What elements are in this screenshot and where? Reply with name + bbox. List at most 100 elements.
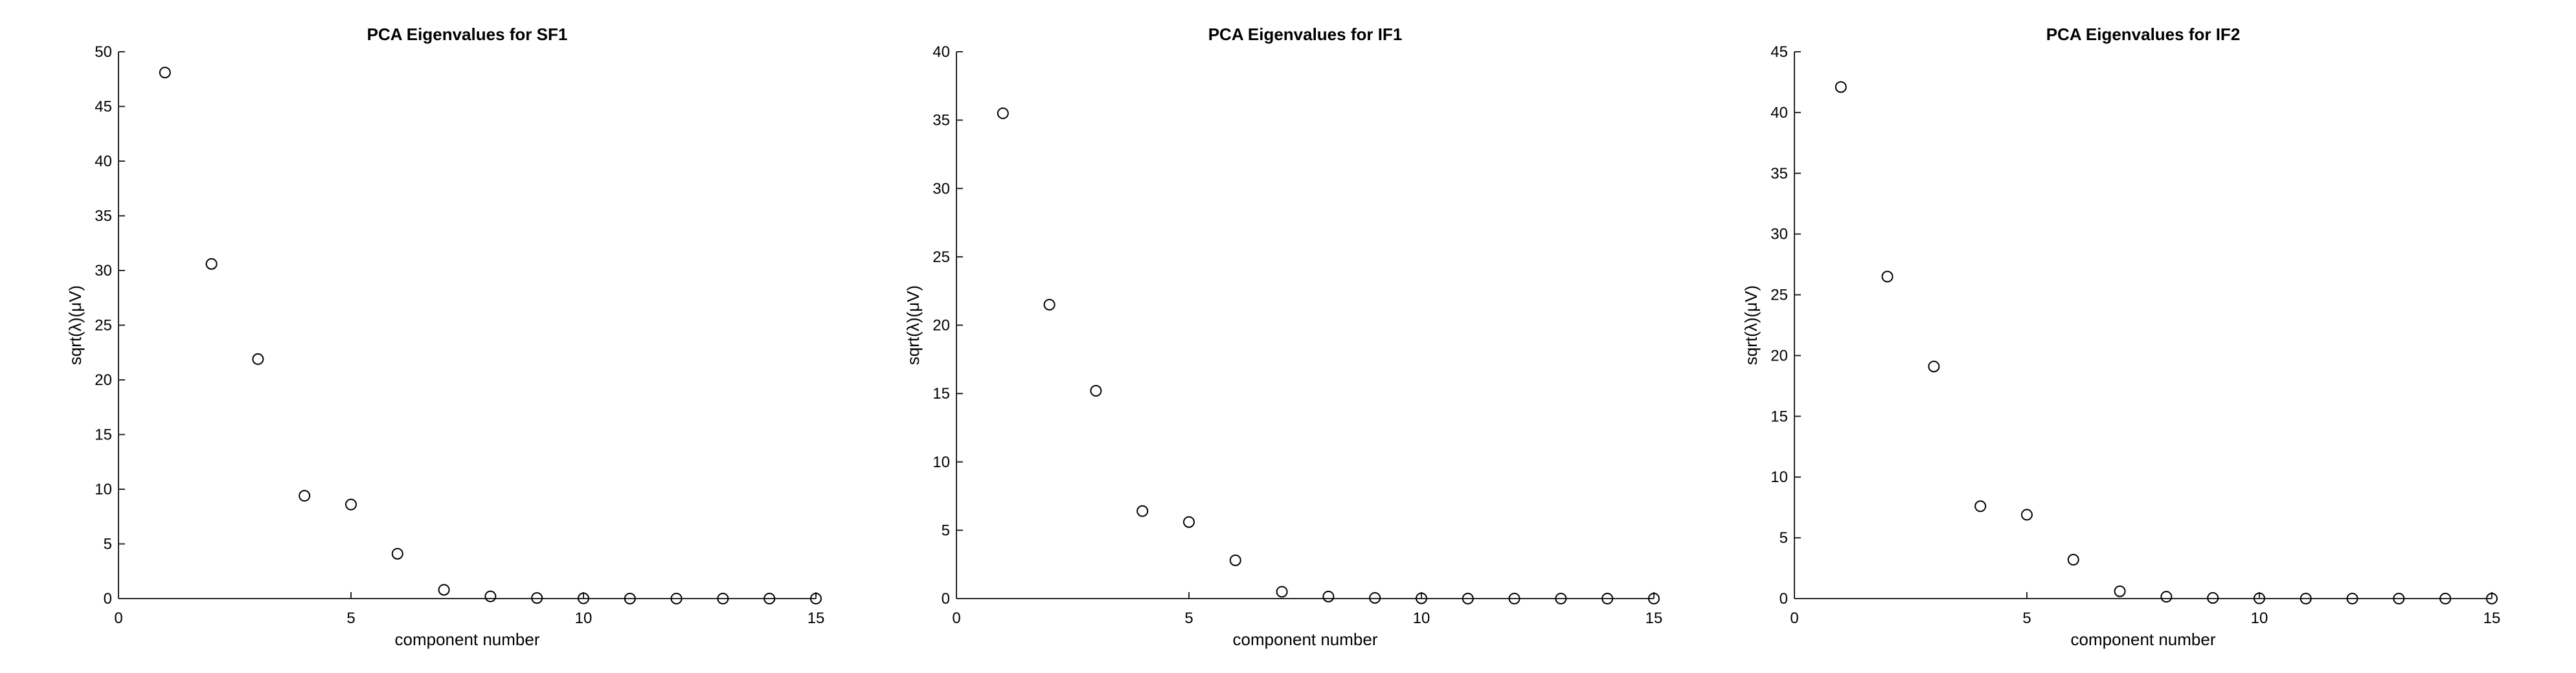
data-point xyxy=(205,258,218,270)
x-tick-label: 0 xyxy=(952,610,960,627)
data-point xyxy=(1416,592,1427,604)
y-tick-label: 15 xyxy=(932,385,950,403)
y-tick-label: 5 xyxy=(104,536,112,553)
data-point xyxy=(299,490,311,502)
x-tick-label: 10 xyxy=(575,610,593,627)
data-point xyxy=(2114,585,2126,597)
data-point xyxy=(1276,586,1288,598)
y-tick-label: 45 xyxy=(1770,43,1788,61)
y-tick-label: 5 xyxy=(1779,529,1788,547)
data-point xyxy=(1090,384,1102,397)
data-point xyxy=(1881,270,1893,283)
chart-title: PCA Eigenvalues for IF1 xyxy=(1208,25,1403,44)
y-axis-label: sqrt(λ)(μV) xyxy=(903,285,923,365)
data-point xyxy=(2067,553,2079,566)
y-tick-label: 30 xyxy=(932,180,950,197)
chart-title: PCA Eigenvalues for IF2 xyxy=(2046,25,2241,44)
y-tick-label: 20 xyxy=(95,371,112,389)
y-tick-label: 30 xyxy=(95,262,112,280)
y-tick-label: 20 xyxy=(1770,347,1788,364)
data-point xyxy=(1974,500,1987,513)
data-point xyxy=(1555,593,1567,604)
data-point xyxy=(2299,593,2312,604)
data-point xyxy=(2393,593,2405,604)
data-point xyxy=(531,592,543,604)
y-tick-label: 45 xyxy=(95,98,112,116)
y-tick-label: 35 xyxy=(932,112,950,129)
y-axis-label: sqrt(λ)(μV) xyxy=(1741,285,1761,365)
data-point xyxy=(252,353,264,365)
y-tick-label: 20 xyxy=(932,317,950,335)
x-axis-label: component number xyxy=(1232,630,1377,649)
y-tick-label: 10 xyxy=(95,481,112,498)
data-point xyxy=(438,584,450,596)
data-point xyxy=(1136,505,1149,517)
y-tick-label: 25 xyxy=(95,317,112,335)
x-tick-label: 5 xyxy=(1184,610,1193,627)
data-point xyxy=(997,107,1009,120)
data-point xyxy=(810,593,822,604)
data-point xyxy=(2439,593,2452,604)
x-tick-label: 10 xyxy=(2251,610,2268,627)
y-tick-label: 15 xyxy=(95,426,112,444)
y-tick-label: 25 xyxy=(1770,287,1788,304)
data-point xyxy=(2486,593,2498,604)
x-tick-label: 15 xyxy=(2483,610,2501,627)
data-point xyxy=(1928,360,1940,373)
y-tick-label: 40 xyxy=(932,43,950,61)
y-tick-label: 25 xyxy=(932,248,950,266)
data-point xyxy=(391,547,403,560)
y-axis-label: sqrt(λ)(μV) xyxy=(65,285,85,365)
data-point xyxy=(345,498,357,511)
x-axis-label: component number xyxy=(2070,630,2215,649)
data-point xyxy=(1322,590,1335,602)
y-tick-label: 0 xyxy=(1779,590,1788,608)
data-point xyxy=(1835,81,1847,93)
y-tick-label: 30 xyxy=(1770,226,1788,243)
data-point xyxy=(159,67,171,79)
x-tick-label: 10 xyxy=(1413,610,1430,627)
x-tick-label: 15 xyxy=(808,610,825,627)
data-point xyxy=(578,592,589,604)
data-point xyxy=(1601,593,1614,604)
y-tick-label: 0 xyxy=(942,590,950,608)
data-point xyxy=(717,593,729,604)
x-tick-label: 0 xyxy=(114,610,122,627)
data-point xyxy=(1183,516,1195,528)
y-tick-label: 10 xyxy=(932,454,950,471)
data-point xyxy=(484,590,497,602)
data-point xyxy=(2254,592,2265,604)
y-tick-label: 50 xyxy=(95,43,112,61)
chart-panel-2: 0 5 10 15 0 5 10 15 20 25 30 35 40 PCA Eigenvalues fo… xyxy=(903,25,1662,649)
data-point xyxy=(2346,593,2358,604)
data-point xyxy=(670,593,683,604)
y-tick-label: 35 xyxy=(95,208,112,225)
y-tick-label: 0 xyxy=(104,590,112,608)
x-tick-label: 15 xyxy=(1645,610,1663,627)
data-point xyxy=(1508,593,1520,604)
x-tick-label: 5 xyxy=(2022,610,2031,627)
x-tick-label: 5 xyxy=(346,610,355,627)
y-tick-label: 35 xyxy=(1770,165,1788,182)
x-tick-label: 0 xyxy=(1790,610,1798,627)
data-point xyxy=(1462,593,1474,604)
y-tick-label: 40 xyxy=(95,153,112,170)
data-point xyxy=(1043,298,1056,311)
chart-panel-1: 0 5 10 15 0 5 10 15 20 25 30 35 40 45 50 PCA Eigenvalue… xyxy=(65,25,824,649)
y-tick-label: 5 xyxy=(942,522,950,539)
data-point xyxy=(1229,554,1241,566)
y-tick-label: 10 xyxy=(1770,469,1788,486)
y-tick-label: 40 xyxy=(1770,104,1788,122)
chart-panel-3: 0 5 10 15 0 5 10 15 20 25 30 35 40 45 PCA Eigenvalues … xyxy=(1741,25,2500,649)
data-point xyxy=(2160,591,2173,603)
data-point xyxy=(763,593,776,604)
chart-title: PCA Eigenvalues for SF1 xyxy=(367,25,568,44)
data-point xyxy=(2207,592,2219,604)
data-point xyxy=(1648,593,1660,604)
data-point xyxy=(624,593,636,604)
data-point xyxy=(2021,509,2033,521)
y-tick-label: 15 xyxy=(1770,408,1788,425)
data-point xyxy=(1369,591,1381,604)
